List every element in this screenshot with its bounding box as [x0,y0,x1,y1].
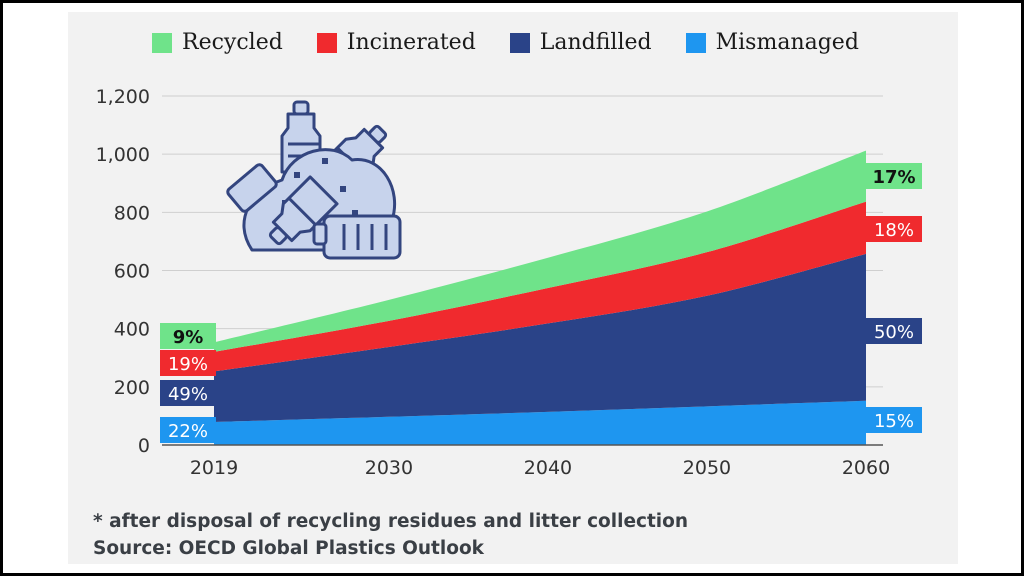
label-2019-landfilled-box [160,380,216,406]
y-tick-label: 0 [138,435,150,457]
legend-item-landfilled: Landfilled [509,30,652,55]
area-incinerated [214,201,866,372]
legend-swatch-landfilled [509,32,530,53]
label-2019-mismanaged-box [160,417,216,443]
label-2019-recycled: 9% [173,327,204,348]
x-tick-label: 2030 [365,457,413,479]
legend-swatch-incinerated [316,32,337,53]
label-2019-landfilled: 49% [168,384,208,405]
plastic-waste-pile-icon [226,100,402,260]
legend-swatch-recycled [152,32,172,53]
stacked-areas [214,150,866,445]
legend-item-incinerated: Incinerated [316,30,476,55]
legend-swatch-mismanaged [685,32,706,53]
footnote-source: Source: OECD Global Plastics Outlook [93,538,484,559]
legend-label-recycled: Recycled [182,30,283,55]
legend-label-landfilled: Landfilled [539,30,652,55]
label-2060-incinerated: 18% [874,220,914,241]
bottle-tilted-left-icon [268,175,339,246]
label-2019-mismanaged: 22% [168,421,208,442]
label-2060-recycled-box [866,163,922,189]
x-axis: 2019 2030 2040 2050 2060 [162,444,890,479]
carton-icon [226,163,278,213]
y-axis-ticks: 0 200 400 600 800 1,000 1,200 [96,86,150,457]
label-2019-recycled-box [160,323,216,349]
label-2060-recycled: 17% [872,167,915,188]
label-2060-mismanaged-box [866,407,922,433]
x-tick-label: 2060 [842,457,890,479]
legend-label-mismanaged: Mismanaged [715,30,859,55]
legend: Recycled Incinerated Landfilled Mismanag… [152,30,893,55]
footnote: * after disposal of recycling residues a… [93,508,688,562]
label-2060-landfilled-box [866,318,922,344]
percent-labels: 22% 15% 49% 50% 19% 18% 9% 17% [160,163,922,443]
label-2060-landfilled: 50% [874,322,914,343]
y-tick-label: 200 [114,377,150,399]
y-tick-label: 800 [114,202,150,224]
legend-label-incinerated: Incinerated [346,30,476,55]
legend-item-recycled: Recycled [152,30,283,55]
label-2019-incinerated-box [160,350,216,376]
crate-icon [312,214,402,260]
footnote-note: * after disposal of recycling residues a… [93,511,689,532]
y-tick-label: 1,000 [96,144,150,166]
x-tick-label: 2050 [683,457,731,479]
x-tick-label: 2019 [190,457,238,479]
label-2060-mismanaged: 15% [874,411,914,432]
area-landfilled [214,253,866,423]
y-tick-label: 400 [114,319,150,341]
label-2060-incinerated-box [866,216,922,242]
y-tick-label: 1,200 [96,86,150,108]
legend-item-mismanaged: Mismanaged [685,30,859,55]
x-tick-label: 2040 [524,457,572,479]
area-recycled [214,150,866,352]
label-2019-incinerated: 19% [168,354,208,375]
y-tick-label: 600 [114,261,150,283]
area-mismanaged [214,400,866,445]
